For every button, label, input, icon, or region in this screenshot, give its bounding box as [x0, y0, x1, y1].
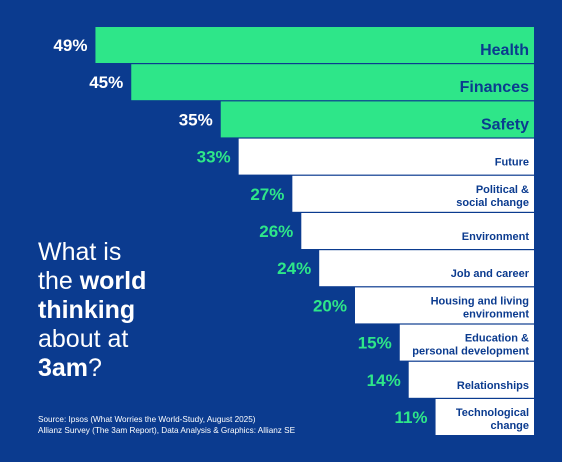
bar-1 [95, 27, 534, 63]
bar-3 [220, 101, 534, 138]
category-label-5: Political & social change [456, 184, 529, 209]
value-label-10: 14% [367, 371, 401, 390]
headline-line2-pre: the [38, 267, 80, 295]
category-label-9: Education & personal development [412, 333, 529, 358]
bar-2 [131, 64, 534, 101]
value-label-9: 15% [358, 334, 392, 353]
bar-10 [408, 361, 534, 398]
value-label-11: 11% [394, 408, 427, 427]
category-label-3: Safety [481, 116, 529, 133]
source-line1: Source: Ipsos (What Worries the World-St… [38, 415, 256, 424]
headline-line5-post: ? [88, 354, 102, 382]
value-label-3: 35% [179, 110, 213, 129]
value-label-2: 45% [89, 73, 123, 92]
value-label-6: 26% [259, 222, 293, 241]
value-label-5: 27% [250, 185, 284, 204]
category-label-10: Relationships [457, 380, 529, 392]
value-label-7: 24% [277, 259, 311, 278]
bar-6 [301, 213, 534, 249]
category-label-8: Housing and living environment [431, 295, 530, 320]
bar-8 [355, 287, 534, 324]
bar-5 [292, 175, 534, 212]
headline-line5-bold: 3am [38, 354, 89, 382]
value-label-4: 33% [197, 148, 231, 167]
category-label-1: Health [480, 42, 529, 59]
category-label-2: Finances [460, 79, 529, 96]
headline-line1: What is [38, 238, 122, 266]
category-label-4: Future [495, 157, 529, 169]
headline-line3-bold: thinking [38, 296, 136, 324]
category-label-7: Job and career [451, 268, 530, 280]
bar-4 [238, 138, 534, 175]
headline: What is the world thinking about at 3am? [38, 238, 146, 383]
bar-11 [435, 399, 534, 435]
headline-line2-bold: world [79, 267, 147, 295]
bar-7 [319, 250, 534, 287]
value-label-8: 20% [313, 296, 347, 315]
headline-line4: about at [38, 325, 129, 353]
source-line2: Allianz Survey (The 3am Report), Data An… [38, 426, 296, 435]
category-label-6: Environment [462, 231, 530, 243]
value-label-1: 49% [53, 36, 87, 55]
category-label-11: Technological change [456, 407, 529, 432]
bar-9 [399, 324, 534, 361]
source-note: Source: Ipsos (What Worries the World-St… [38, 414, 295, 436]
